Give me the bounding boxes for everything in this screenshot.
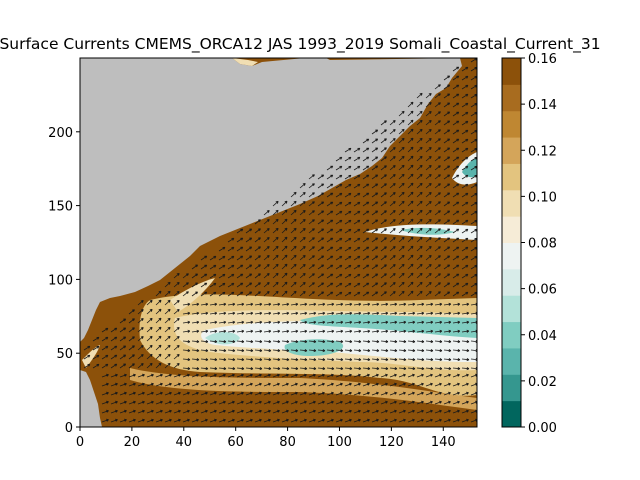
colorbar — [501, 57, 522, 428]
plot-frame — [79, 57, 478, 428]
colorbar-segment — [502, 242, 521, 270]
colorbar-segment — [502, 268, 521, 296]
colorbar-tick-label: 0.16 — [528, 52, 557, 67]
colorbar-tick-label: 0.06 — [528, 283, 557, 298]
x-tick-label: 120 — [379, 435, 404, 450]
colorbar-segment — [502, 347, 521, 375]
colorbar-tick-label: 0.10 — [528, 190, 557, 205]
colorbar-axis: 0.00 0.02 0.04 0.06 0.08 0.10 0.12 0.14 0.16 — [521, 52, 557, 436]
x-tick-label: 20 — [124, 435, 141, 450]
colorbar-segment — [502, 216, 521, 243]
x-axis: 0 20 40 60 80 100 120 140 — [76, 427, 456, 450]
coastal-light-strip — [82, 345, 100, 368]
colorbar-segment — [502, 84, 521, 112]
teal-patch-northeast-core — [462, 158, 477, 178]
quiver-arrows — [83, 58, 477, 423]
y-tick-label: 200 — [48, 126, 73, 141]
low-speed-south-edge — [130, 368, 477, 410]
x-tick-label: 60 — [227, 435, 244, 450]
colorbar-segment — [502, 295, 521, 323]
colorbar-segment — [502, 58, 521, 85]
teal-eddy-upper — [300, 314, 477, 338]
x-tick-label: 40 — [176, 435, 193, 450]
y-tick-label: 0 — [65, 421, 73, 436]
colorbar-segment — [502, 137, 521, 164]
colorbar-segment — [502, 321, 521, 349]
colorbar-tick-label: 0.08 — [528, 237, 557, 252]
chart-title: Surface Currents CMEMS_ORCA12 JAS 1993_2… — [0, 35, 601, 54]
x-tick-label: 100 — [327, 435, 352, 450]
colorbar-tick-label: 0.00 — [528, 421, 557, 436]
colorbar-segment — [502, 189, 521, 217]
colorbar-tick-label: 0.14 — [528, 98, 557, 113]
colorbar-segment — [502, 400, 521, 428]
x-tick-label: 80 — [279, 435, 296, 450]
colorbar-segment — [502, 374, 521, 402]
y-tick-label: 150 — [48, 200, 73, 215]
colorbar-tick-label: 0.02 — [528, 375, 557, 390]
plot-area — [79, 57, 478, 428]
land-notch-top — [232, 58, 258, 66]
teal-eddy-lower — [284, 339, 344, 356]
coastal-land-strip — [80, 370, 102, 427]
y-tick-label: 100 — [48, 273, 73, 288]
colorbar-segment — [502, 163, 521, 191]
low-speed-streak-northwest — [170, 278, 215, 312]
colorbar-segment — [502, 110, 521, 138]
y-axis: 0 50 100 150 200 — [48, 126, 80, 436]
colorbar-tick-label: 0.12 — [528, 144, 557, 159]
x-tick-label: 140 — [431, 435, 456, 450]
colorbar-tick-label: 0.04 — [528, 329, 557, 344]
land-mask — [80, 58, 462, 342]
y-tick-label: 50 — [56, 347, 73, 362]
x-tick-label: 0 — [76, 435, 84, 450]
